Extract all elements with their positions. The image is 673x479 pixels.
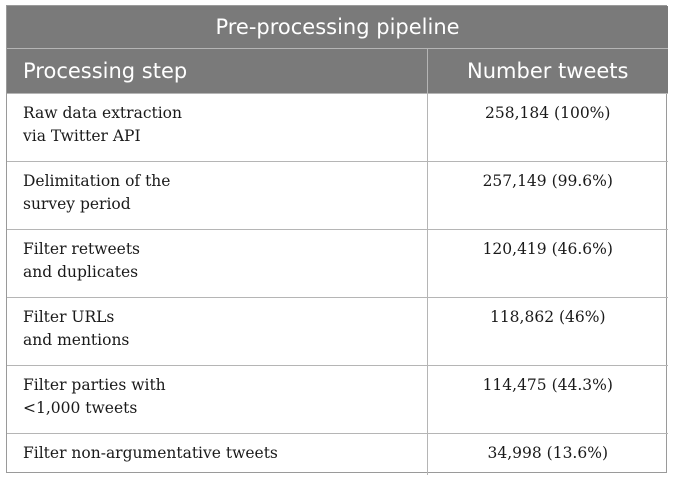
count-cell: 258,184 (100%) — [427, 93, 668, 162]
step-line-2: and duplicates — [23, 263, 139, 281]
table-title-row: Pre-processing pipeline — [7, 6, 668, 49]
step-cell: Delimitation of the survey period — [7, 161, 428, 230]
pipeline-table: Pre-processing pipeline Processing step … — [6, 5, 668, 475]
step-line-1: Delimitation of the — [23, 172, 171, 190]
step-line-2: via Twitter API — [23, 127, 141, 145]
table-header-row: Processing step Number tweets — [7, 48, 668, 94]
table-title: Pre-processing pipeline — [7, 6, 668, 49]
step-cell: Filter non-argumentative tweets — [7, 433, 428, 475]
step-cell: Filter parties with <1,000 tweets — [7, 365, 428, 434]
count-cell: 120,419 (46.6%) — [427, 229, 668, 298]
table-row: Filter retweets and duplicates 120,419 (… — [7, 229, 668, 298]
table-row: Filter parties with <1,000 tweets 114,47… — [7, 365, 668, 434]
table-row: Raw data extraction via Twitter API 258,… — [7, 93, 668, 162]
step-line-2: survey period — [23, 195, 131, 213]
step-line-1: Filter retweets — [23, 240, 141, 258]
count-cell: 34,998 (13.6%) — [427, 433, 668, 475]
step-line-1: Raw data extraction — [23, 104, 182, 122]
step-cell: Raw data extraction via Twitter API — [7, 93, 428, 162]
pipeline-table-grid: Pre-processing pipeline Processing step … — [7, 6, 668, 475]
count-cell: 257,149 (99.6%) — [427, 161, 668, 230]
step-line-2: <1,000 tweets — [23, 399, 138, 417]
step-line-1: Filter parties with — [23, 376, 166, 394]
count-cell: 118,862 (46%) — [427, 297, 668, 366]
table-row: Filter URLs and mentions 118,862 (46%) — [7, 297, 668, 366]
count-cell: 114,475 (44.3%) — [427, 365, 668, 434]
step-cell: Filter retweets and duplicates — [7, 229, 428, 298]
header-processing-step: Processing step — [7, 48, 428, 94]
step-line-2: and mentions — [23, 331, 130, 349]
table-row: Delimitation of the survey period 257,14… — [7, 161, 668, 230]
step-cell: Filter URLs and mentions — [7, 297, 428, 366]
step-line-1: Filter URLs — [23, 308, 115, 326]
table-row: Filter non-argumentative tweets 34,998 (… — [7, 433, 668, 475]
header-number-tweets: Number tweets — [427, 48, 668, 94]
step-line-1: Filter non-argumentative tweets — [23, 444, 278, 462]
